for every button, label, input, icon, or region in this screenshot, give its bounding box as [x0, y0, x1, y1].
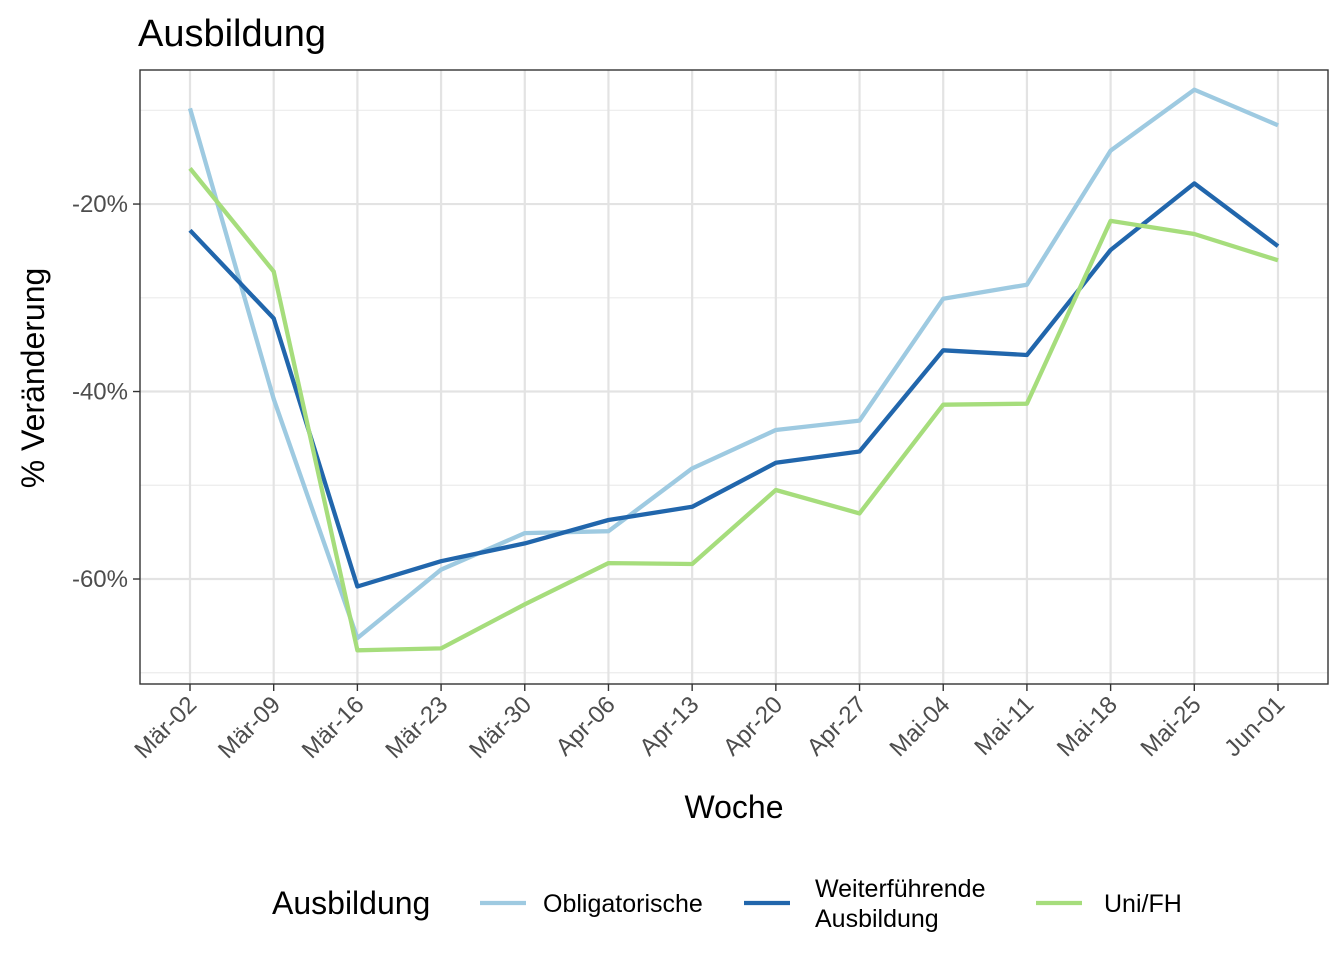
series-line: [188, 181, 1280, 589]
x-tick-label: Mär-23: [380, 691, 453, 764]
x-tick-label: Mai-25: [1136, 691, 1207, 762]
x-tick-label: Apr-13: [634, 691, 704, 761]
x-tick-label: Mär-09: [213, 691, 286, 764]
y-tick-label: -60%: [72, 566, 128, 593]
series-line: [187, 87, 1279, 641]
series-line: [188, 167, 1279, 653]
x-tick-label: Mai-04: [885, 691, 956, 762]
legend-label: Ausbildung: [815, 905, 939, 933]
plot-background: [140, 70, 1328, 684]
chart-title: Ausbildung: [138, 13, 326, 55]
grid: [140, 70, 1328, 684]
plot-border: [139, 69, 1329, 685]
x-tick-label: Mai-18: [1052, 691, 1123, 762]
legend: Ausbildung ObligatorischeWeiterführendeA…: [272, 875, 1182, 933]
x-tick-label: Jun-01: [1219, 691, 1290, 762]
plot-area: [139, 69, 1329, 685]
legend-label: Uni/FH: [1104, 890, 1182, 918]
x-tick-label: Mär-02: [129, 691, 202, 764]
legend-label: Weiterführende: [815, 875, 985, 903]
x-tick-label: Apr-20: [718, 691, 788, 761]
legend-title: Ausbildung: [272, 885, 430, 921]
x-tick-label: Apr-06: [551, 691, 621, 761]
legend-label: Obligatorische: [543, 890, 703, 918]
x-axis: Mär-02 Mär-09 Mär-16 Mär-23 Mär-30 Apr-06 Apr-…: [129, 684, 1290, 764]
series-lines: [187, 87, 1280, 653]
y-axis-title: % Veränderung: [15, 268, 51, 489]
y-tick-label: -20%: [72, 191, 128, 218]
x-tick-label: Mär-30: [464, 691, 537, 764]
x-tick-label: Mai-11: [969, 691, 1039, 761]
x-axis-title: Woche: [684, 789, 783, 825]
x-tick-label: Apr-27: [802, 691, 872, 761]
y-axis: -60% -40% -20%: [72, 191, 140, 593]
y-tick-label: -40%: [72, 379, 128, 406]
x-tick-label: Mär-16: [297, 691, 370, 764]
